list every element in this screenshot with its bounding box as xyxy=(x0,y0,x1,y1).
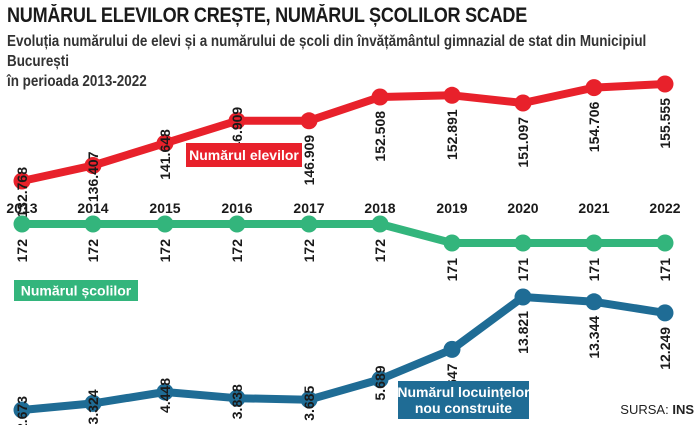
locuinte-point-2020 xyxy=(514,288,532,306)
scoli-point-2016 xyxy=(228,215,246,233)
locuinte-point-2019 xyxy=(443,340,461,358)
scoli-value-label-2013: 172 xyxy=(14,239,30,263)
x-tick-label-2019: 2019 xyxy=(436,200,467,216)
source-prefix: SURSA: xyxy=(620,402,669,417)
scoli-point-2019 xyxy=(443,234,461,252)
scoli-point-2017 xyxy=(300,215,318,233)
legend-locuinte-box xyxy=(398,381,529,419)
legend-elevi-text-1: Numărul elevilor xyxy=(189,147,299,163)
locuinte-value-label-2018: 5.689 xyxy=(372,365,388,400)
scoli-point-2014 xyxy=(84,215,102,233)
x-tick-label-2013: 2013 xyxy=(6,200,37,216)
elevi-point-2015 xyxy=(156,134,174,152)
locuinte-value-label-2017: 3.685 xyxy=(301,386,317,421)
legend-scoli-box xyxy=(14,280,138,301)
elevi-point-2017 xyxy=(300,112,318,130)
scoli-value-label-2019: 171 xyxy=(444,258,460,282)
legend-scoli-text-1: Numărul școlilor xyxy=(21,283,132,299)
legend-elevi-box xyxy=(186,143,302,167)
x-tick-label-2014: 2014 xyxy=(77,200,108,216)
scoli-value-label-2022: 171 xyxy=(657,258,673,282)
scoli-point-2022 xyxy=(656,234,674,252)
x-tick-label-2022: 2022 xyxy=(649,200,680,216)
source-note: SURSA: INS xyxy=(620,402,694,417)
elevi-point-2022 xyxy=(656,75,674,93)
elevi-value-label-2017: 146.909 xyxy=(301,135,317,186)
locuinte-point-2022 xyxy=(656,304,674,322)
source-name: INS xyxy=(672,402,694,417)
elevi-point-2020 xyxy=(514,94,532,112)
scoli-value-label-2015: 172 xyxy=(157,239,173,263)
scoli-point-2018 xyxy=(371,215,389,233)
x-tick-label-2018: 2018 xyxy=(364,200,395,216)
scoli-point-2021 xyxy=(585,234,603,252)
x-tick-label-2021: 2021 xyxy=(578,200,609,216)
locuinte-value-label-2015: 4.448 xyxy=(157,378,173,413)
x-tick-label-2015: 2015 xyxy=(149,200,180,216)
locuinte-point-2015 xyxy=(156,383,174,401)
elevi-value-label-2019: 152.891 xyxy=(444,109,460,160)
locuinte-value-label-2021: 13.344 xyxy=(586,316,602,359)
elevi-point-2013 xyxy=(13,172,31,190)
x-tick-label-2017: 2017 xyxy=(293,200,324,216)
locuinte-value-label-2022: 12.249 xyxy=(657,327,673,370)
elevi-value-label-2021: 154.706 xyxy=(586,101,602,152)
scoli-value-label-2017: 172 xyxy=(301,239,317,263)
elevi-point-2021 xyxy=(585,79,603,97)
scoli-value-label-2020: 171 xyxy=(515,258,531,282)
elevi-point-2019 xyxy=(443,86,461,104)
elevi-value-label-2014: 136.407 xyxy=(85,151,101,202)
chart-title: NUMĂRUL ELEVILOR CREȘTE, NUMĂRUL ȘCOLILO… xyxy=(7,4,528,27)
scoli-point-2020 xyxy=(514,234,532,252)
legend-locuinte-text-2: nou construite xyxy=(415,400,512,416)
x-tick-label-2020: 2020 xyxy=(507,200,538,216)
x-tick-label-2016: 2016 xyxy=(221,200,252,216)
locuinte-value-label-2014: 3.324 xyxy=(85,389,101,424)
scoli-point-2013 xyxy=(13,215,31,233)
subtitle-line-1: Evoluția numărului de elevi și a numărul… xyxy=(7,33,647,70)
scoli-value-label-2016: 172 xyxy=(229,239,245,263)
elevi-value-label-2015: 141.648 xyxy=(157,129,173,180)
elevi-value-label-2022: 155.555 xyxy=(657,98,673,149)
elevi-value-label-2020: 151.097 xyxy=(515,117,531,168)
elevi-point-2016 xyxy=(228,112,246,130)
elevi-value-label-2013: 132.768 xyxy=(14,167,30,218)
locuinte-point-2021 xyxy=(585,293,603,311)
scoli-value-label-2014: 172 xyxy=(85,239,101,263)
locuinte-point-2016 xyxy=(228,389,246,407)
elevi-point-2014 xyxy=(84,157,102,174)
elevi-line xyxy=(18,80,669,185)
locuinte-point-2018 xyxy=(371,370,389,388)
elevi-value-label-2018: 152.508 xyxy=(372,111,388,162)
locuinte-value-label-2013: 2.673 xyxy=(14,396,30,425)
locuinte-point-2014 xyxy=(84,394,102,412)
locuinte-point-2017 xyxy=(300,391,318,409)
chart-subtitle: Evoluția numărului de elevi și a numărul… xyxy=(7,32,679,92)
scoli-value-label-2021: 171 xyxy=(586,258,602,282)
locuinte-point-2013 xyxy=(13,401,31,419)
subtitle-line-2: în perioada 2013-2022 xyxy=(7,73,147,90)
locuinte-line xyxy=(18,293,669,414)
legend-locuinte-text-1: Numărul locuințelor xyxy=(397,384,530,400)
scoli-point-2015 xyxy=(156,215,174,233)
elevi-point-2018 xyxy=(371,88,389,106)
locuinte-value-label-2016: 3.838 xyxy=(229,384,245,419)
scoli-value-label-2018: 172 xyxy=(372,239,388,263)
scoli-line xyxy=(18,220,669,247)
locuinte-value-label-2020: 13.821 xyxy=(515,311,531,354)
